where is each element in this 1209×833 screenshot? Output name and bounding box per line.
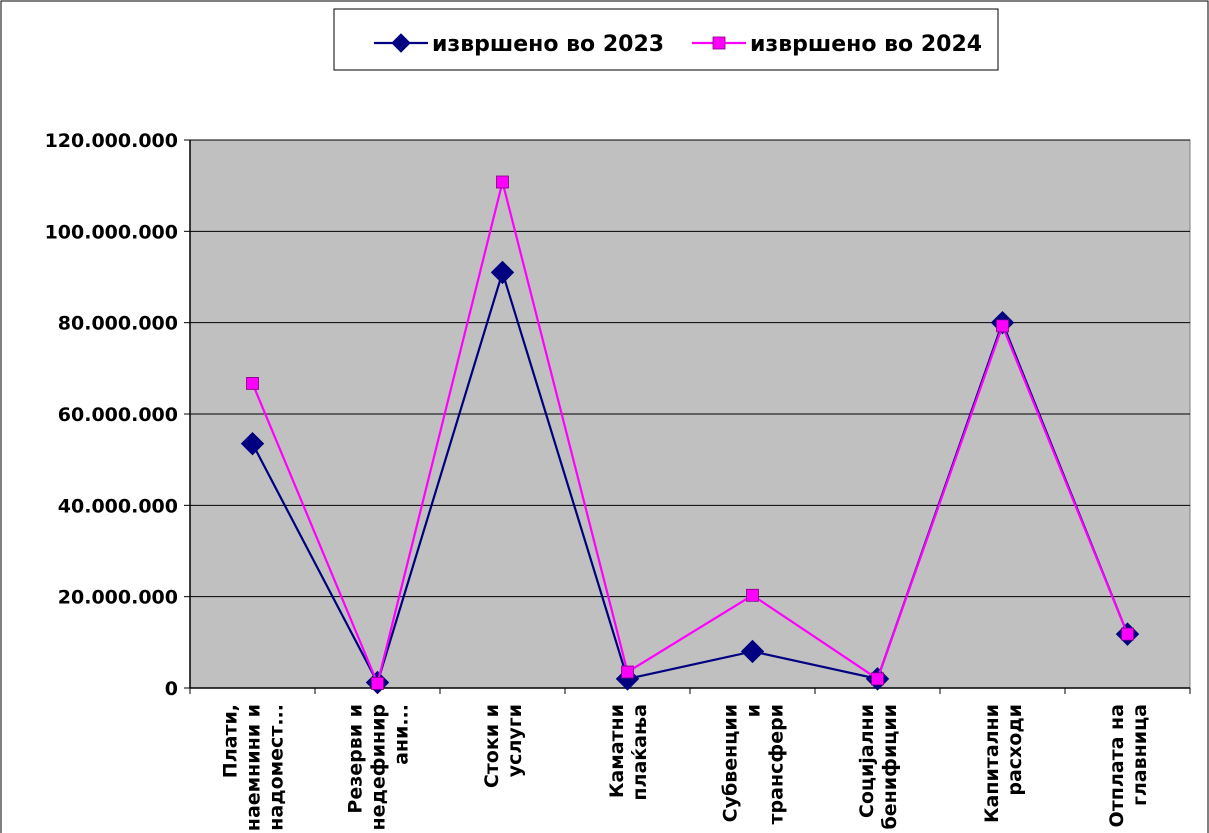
x-tick-label-line: Плати, [220,704,242,778]
x-tick-label-line: Капитални [981,704,1003,823]
y-tick-label: 120.000.000 [45,130,178,152]
point-marker [746,588,759,602]
x-tick-label-line: Стоки и [481,704,503,788]
point-marker [496,175,509,189]
point-marker [240,431,265,456]
legend-item: извршено во 2024 [692,32,982,57]
x-tick-label-line: Резерви и [345,704,367,814]
point-marker [1121,627,1134,641]
x-tick-label: Социјални бенифиции [856,704,901,829]
point-marker [391,33,411,53]
axes: 0 20.000.000 40.000.000 60.000.000 80.000.00… [45,130,1191,831]
x-tick-label-line: плаќања [629,704,651,801]
x-tick-label-line: наемнини и [243,704,265,831]
x-tick-label-line: Субвенции [720,704,742,822]
x-tick-label: Плати, наемнини и надомест... [220,704,288,831]
x-tick-label-line: ани... [391,704,413,765]
x-tick-label-line: недефинир [368,704,390,830]
series-line [251,181,1129,687]
x-tick-label-line: и [743,704,765,717]
x-tick-label: Отплата на главница [1106,704,1151,827]
point-marker [996,319,1009,333]
x-tick-label: Каматни плаќања [606,704,651,801]
y-tick-label: 20.000.000 [58,587,178,609]
point-marker [621,665,634,679]
y-tick-label: 80.000.000 [58,313,178,335]
x-tick-label-line: услуги [504,704,526,777]
x-tick-label: Резерви и недефинир ани... [345,704,413,830]
point-marker [871,672,884,686]
x-tick-label: Субвенции и трансфери [720,704,788,824]
plot-area [189,139,1191,689]
y-tick-label: 100.000.000 [45,221,178,243]
x-tick-label-line: Социјални [856,704,878,818]
legend: извршено во 2023 извршено во 2024 [333,8,999,71]
series-group [240,175,1140,695]
legend-item: извршено во 2023 [374,32,664,57]
x-tick-label-line: трансфери [766,704,788,824]
x-tick-label-line: бенифиции [879,704,901,829]
point-marker [712,36,726,50]
legend-label: извршено во 2024 [750,32,982,57]
point-marker [740,639,765,664]
point-marker [246,377,259,390]
point-marker [490,260,515,285]
x-tick-label-line: Каматни [606,704,628,798]
y-tick-label: 60.000.000 [58,404,178,426]
x-tick-label-line: Отплата на [1106,704,1128,827]
y-tick-label: 40.000.000 [58,495,178,517]
legend-box [333,8,999,71]
series-2 [246,175,1134,690]
y-tick-label: 0 [165,678,178,700]
x-tick-label: Стоки и услуги [481,704,526,788]
x-tick-label-line: надомест... [266,704,288,831]
x-tick-label-line: главница [1129,704,1151,806]
x-tick-label-line: расходи [1004,704,1026,796]
point-marker [371,677,384,690]
legend-label: извршено во 2023 [432,32,664,57]
x-tick-label: Капитални расходи [981,704,1026,823]
